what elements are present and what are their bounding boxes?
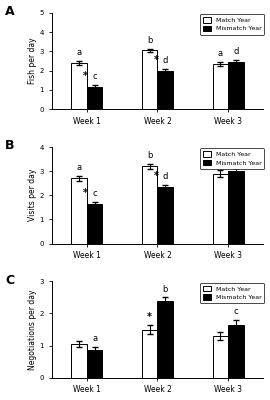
Text: b: b	[163, 284, 168, 294]
Text: *: *	[153, 55, 158, 65]
Bar	[228, 62, 244, 109]
Bar	[157, 301, 173, 378]
Text: b: b	[147, 36, 152, 45]
Y-axis label: Fish per day: Fish per day	[28, 38, 37, 84]
Legend: Match Year, Mismatch Year: Match Year, Mismatch Year	[200, 14, 265, 35]
Y-axis label: Negotiations per day: Negotiations per day	[28, 289, 37, 370]
Bar	[212, 336, 228, 378]
Text: *: *	[153, 171, 158, 181]
Text: a: a	[92, 334, 97, 343]
Y-axis label: Visits per day: Visits per day	[28, 169, 37, 222]
Text: c: c	[92, 189, 97, 198]
Bar	[228, 325, 244, 378]
Text: B: B	[5, 139, 15, 152]
Bar	[228, 171, 244, 244]
Text: b: b	[147, 151, 152, 160]
Text: a: a	[77, 48, 82, 57]
Text: *: *	[147, 312, 152, 322]
Text: e: e	[233, 155, 238, 164]
Bar	[71, 344, 87, 378]
Bar	[212, 64, 228, 109]
Text: a: a	[218, 49, 223, 58]
Legend: Match Year, Mismatch Year: Match Year, Mismatch Year	[200, 282, 265, 303]
Bar	[87, 87, 102, 109]
Bar	[157, 71, 173, 109]
Bar	[87, 204, 102, 244]
Legend: Match Year, Mismatch Year: Match Year, Mismatch Year	[200, 148, 265, 169]
Text: C: C	[5, 274, 14, 287]
Text: c: c	[92, 72, 97, 81]
Text: a: a	[77, 163, 82, 172]
Bar	[212, 174, 228, 244]
Text: d: d	[163, 172, 168, 181]
Bar	[142, 166, 157, 244]
Text: d: d	[163, 56, 168, 65]
Text: *: *	[83, 71, 88, 81]
Bar	[142, 330, 157, 378]
Bar	[71, 178, 87, 244]
Bar	[71, 63, 87, 109]
Text: d: d	[233, 47, 238, 56]
Bar	[157, 187, 173, 244]
Text: *: *	[83, 188, 88, 198]
Bar	[87, 350, 102, 378]
Bar	[142, 50, 157, 109]
Text: A: A	[5, 5, 15, 18]
Text: c: c	[234, 307, 238, 316]
